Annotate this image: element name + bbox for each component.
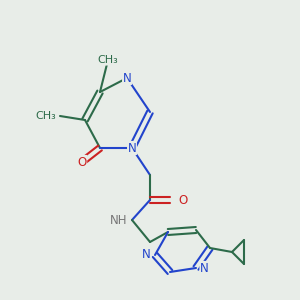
Text: N: N [123,71,131,85]
Text: NH: NH [110,214,127,226]
Text: N: N [200,262,209,275]
Text: N: N [128,142,136,154]
Text: CH₃: CH₃ [98,55,118,65]
Text: N: N [142,248,151,262]
Text: O: O [178,194,187,206]
Text: CH₃: CH₃ [35,111,56,121]
Text: O: O [77,155,87,169]
